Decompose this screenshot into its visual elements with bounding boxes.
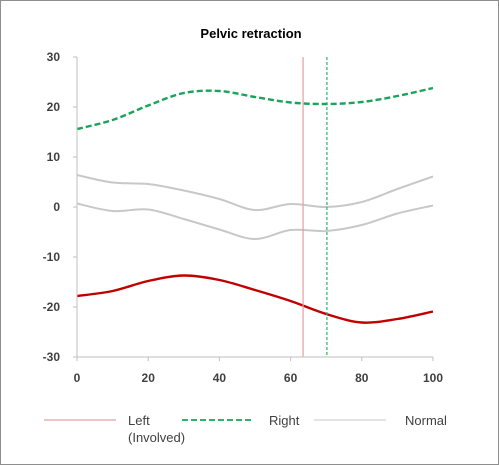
- y-tick-label: -10: [43, 250, 61, 264]
- x-tick-label: 40: [213, 371, 227, 385]
- series-line-left: [76, 274, 434, 324]
- series-line-right: [76, 86, 434, 131]
- normal-lower-line: [76, 202, 434, 241]
- normal-upper-line: [76, 174, 434, 212]
- x-tick-label: 80: [355, 371, 369, 385]
- data-series: [76, 86, 434, 324]
- y-tick-label: 20: [47, 100, 61, 114]
- y-tick-label: 30: [47, 50, 61, 64]
- legend-item-right: Right: [182, 413, 300, 428]
- chart-title: Pelvic retraction: [200, 26, 301, 41]
- legend-label-left: Left: [128, 413, 150, 428]
- legend-item-left: Left (Involved): [44, 413, 185, 445]
- x-tick-label: 100: [423, 371, 443, 385]
- legend: Left (Involved) Right Normal: [44, 413, 447, 445]
- x-axis-ticks: 0 20 40 60 80 100: [74, 357, 443, 385]
- y-tick-label: -30: [43, 350, 61, 364]
- normal-band: [76, 174, 434, 241]
- legend-item-normal: Normal: [314, 413, 447, 428]
- legend-label-normal: Normal: [405, 413, 447, 428]
- y-tick-label: 10: [47, 150, 61, 164]
- x-tick-label: 20: [142, 371, 156, 385]
- plot-area: [77, 57, 433, 357]
- y-tick-label: 0: [53, 200, 60, 214]
- vertical-markers: [302, 57, 328, 357]
- y-axis-ticks: 30 20 10 0 -10 -20 -30: [43, 50, 77, 364]
- x-tick-label: 0: [74, 371, 81, 385]
- y-tick-label: -20: [43, 300, 61, 314]
- x-tick-label: 60: [284, 371, 298, 385]
- legend-label-left: (Involved): [128, 430, 185, 445]
- legend-label-right: Right: [269, 413, 300, 428]
